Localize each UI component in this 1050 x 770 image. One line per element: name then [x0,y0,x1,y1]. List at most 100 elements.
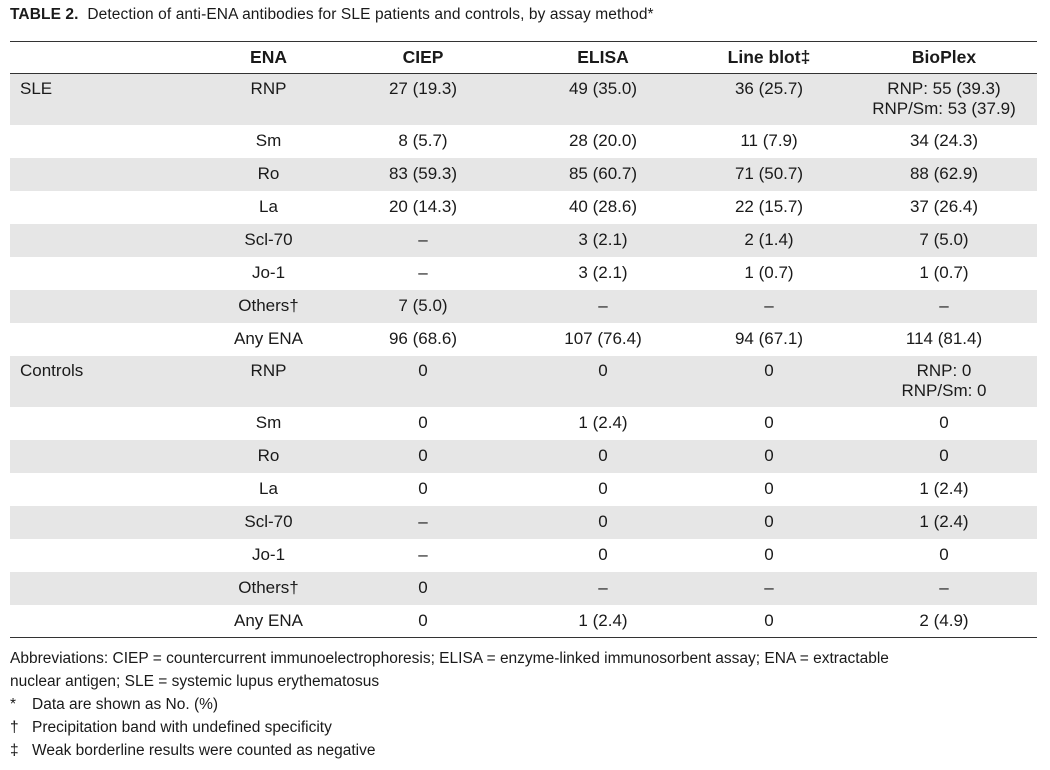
cell-ciep-text: 83 (59.3) [388,163,458,183]
cell-elisa-text: 3 (2.1) [578,262,628,282]
cell-line-blot: 0 [687,439,851,473]
cell-line-blot: 0 [687,539,851,572]
cell-ciep: 83 (59.3) [327,157,519,191]
cell-ciep-text: 0 [418,478,428,498]
footnote-text: Data are shown as No. (%) [32,696,219,713]
cell-line-blot-text: 0 [764,412,774,432]
cell-ciep-text: 20 (14.3) [388,196,458,216]
cell-bioplex: RNP: 0 RNP/Sm: 0 [851,355,1037,407]
cell-elisa: 0 [519,355,687,407]
cell-ena: La [210,191,327,224]
table-title: Detection of anti-ENA antibodies for SLE… [87,6,654,23]
cell-ena-text: La [259,196,278,216]
cell-group [10,157,210,191]
cell-elisa-text: 0 [598,544,608,564]
cell-elisa: 0 [519,505,687,539]
cell-ciep-text: 0 [418,360,428,380]
cell-bioplex-text: 1 (0.7) [919,262,969,282]
cell-bioplex: 37 (26.4) [851,191,1037,224]
cell-line-blot: 1 (0.7) [687,257,851,290]
footnote-borderline: ‡ Weak borderline results were counted as… [10,739,1040,762]
header-bioplex: BioPlex [911,47,977,67]
cell-elisa-text: 0 [598,445,608,465]
cell-ciep-text: – [418,511,428,531]
cell-ena-text: RNP [250,360,287,380]
cell-elisa: 0 [519,473,687,506]
cell-ena-text: Any ENA [234,328,303,348]
cell-elisa-text: 49 (35.0) [568,79,638,98]
cell-line-blot: 0 [687,407,851,440]
table-row: Any ENA 96 (68.6) 107 (76.4) 94 (67.1) 114 (… [10,323,1037,356]
header-ena: ENA [250,47,287,67]
cell-ciep-text: 8 (5.7) [398,130,448,150]
cell-ciep: 27 (19.3) [327,73,519,125]
cell-ena: Others† [210,289,327,323]
cell-line-blot: 0 [687,505,851,539]
header-row: ENA CIEP ELISA Line blot‡ BioPlex [10,41,1037,74]
cell-line-blot-text: – [764,295,774,315]
cell-elisa: – [519,289,687,323]
cell-elisa-text: 3 (2.1) [578,229,628,249]
cell-line-blot-text: 2 (1.4) [744,229,794,249]
cell-line-blot-text: 22 (15.7) [734,196,804,216]
header-ciep: CIEP [402,47,444,67]
cell-ciep-text: 27 (19.3) [388,79,458,98]
cell-group [10,407,210,440]
table-body: SLE RNP 27 (19.3) 49 (35.0) 36 (25.7) RNP: 55… [10,73,1037,638]
cell-elisa: 3 (2.1) [519,223,687,257]
cell-group: SLE [10,73,210,125]
table-container: ENA CIEP ELISA Line blot‡ BioPlex SLE RNP… [10,41,1037,638]
cell-group [10,571,210,605]
cell-line-blot: – [687,289,851,323]
cell-group [10,539,210,572]
cell-bioplex-text-2: RNP/Sm: 0 [901,380,987,400]
cell-ciep: 0 [327,473,519,506]
cell-line-blot-text: 0 [764,360,774,380]
cell-ena-text: Sm [255,130,282,150]
footnote-mark: † [10,719,19,736]
cell-ciep-text: 0 [418,577,428,597]
cell-bioplex: RNP: 55 (39.3) RNP/Sm: 53 (37.9) [851,73,1037,125]
cell-elisa: 1 (2.4) [519,605,687,638]
cell-ciep: 8 (5.7) [327,125,519,158]
cell-line-blot: 22 (15.7) [687,191,851,224]
cell-ena-text: Others† [238,295,299,315]
cell-bioplex: 2 (4.9) [851,605,1037,638]
cell-ena: La [210,473,327,506]
cell-group [10,257,210,290]
cell-ena-text: Jo-1 [251,262,286,282]
cell-elisa-text: 1 (2.4) [578,412,628,432]
cell-ciep-text: 96 (68.6) [388,328,458,348]
cell-line-blot-text: – [764,577,774,597]
cell-bioplex: 88 (62.9) [851,157,1037,191]
cell-line-blot-text: 11 (7.9) [740,130,798,150]
cell-ena-text: Any ENA [234,610,303,630]
table-row: Others† 7 (5.0) – – – [10,289,1037,323]
cell-ena-text: Ro [257,163,280,183]
cell-ciep: 20 (14.3) [327,191,519,224]
cell-ciep-text: – [418,229,428,249]
cell-group [10,125,210,158]
cell-ciep: – [327,257,519,290]
table-row: Sm 8 (5.7) 28 (20.0) 11 (7.9) 34 (24.3) [10,125,1037,158]
footnote-text: Precipitation band with undefined specif… [32,719,332,736]
cell-elisa: – [519,571,687,605]
cell-ena: Any ENA [210,605,327,638]
cell-ciep: 0 [327,605,519,638]
cell-ena-text: La [259,478,278,498]
cell-ena-text: Jo-1 [251,544,286,564]
cell-bioplex: 7 (5.0) [851,223,1037,257]
cell-ciep-text: – [418,544,428,564]
cell-ena: RNP [210,73,327,125]
cell-elisa-text: 0 [598,478,608,498]
cell-line-blot: 2 (1.4) [687,223,851,257]
abbreviations-line-1: Abbreviations: CIEP = countercurrent imm… [10,650,889,667]
cell-bioplex-text: 37 (26.4) [909,196,979,216]
cell-bioplex: – [851,571,1037,605]
cell-elisa-text: 107 (76.4) [564,328,642,348]
table-row: Controls RNP 0 0 0 RNP: 0 RNP/Sm: 0 [10,355,1037,407]
header-line-blot: Line blot‡ [727,47,811,67]
cell-bioplex: 1 (0.7) [851,257,1037,290]
cell-line-blot-text: 36 (25.7) [734,79,804,98]
cell-ena: Jo-1 [210,257,327,290]
